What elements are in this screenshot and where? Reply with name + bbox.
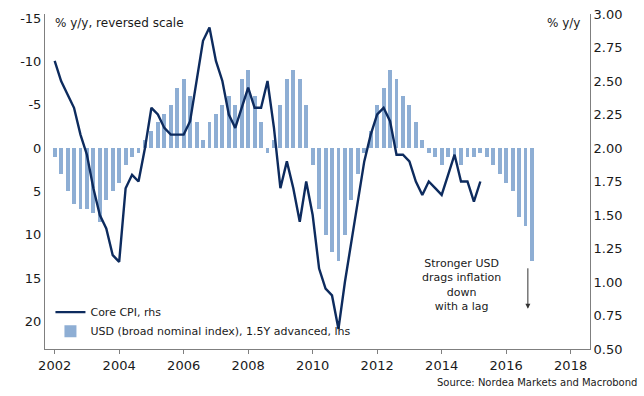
svg-text:0: 0 xyxy=(33,141,41,156)
svg-text:2.00: 2.00 xyxy=(594,141,623,156)
svg-text:2018: 2018 xyxy=(554,358,587,373)
svg-text:% y/y, reversed scale: % y/y, reversed scale xyxy=(55,16,184,30)
svg-text:1.50: 1.50 xyxy=(594,208,623,223)
svg-text:20: 20 xyxy=(25,314,42,329)
svg-text:0.50: 0.50 xyxy=(594,342,623,357)
svg-text:Core CPI, rhs: Core CPI, rhs xyxy=(90,306,161,319)
svg-text:2012: 2012 xyxy=(361,358,394,373)
svg-text:-5: -5 xyxy=(28,97,41,112)
svg-text:2004: 2004 xyxy=(103,358,136,373)
svg-text:10: 10 xyxy=(25,227,42,242)
svg-text:5: 5 xyxy=(33,184,41,199)
svg-text:1.00: 1.00 xyxy=(594,275,623,290)
svg-text:USD (broad nominal index), 1.5: USD (broad nominal index), 1.5Y advanced… xyxy=(90,325,350,338)
svg-text:-10: -10 xyxy=(20,54,41,69)
svg-text:1.75: 1.75 xyxy=(594,174,623,189)
svg-text:2010: 2010 xyxy=(296,358,329,373)
svg-text:-15: -15 xyxy=(20,11,41,26)
svg-text:Stronger USDdrags inflationdow: Stronger USDdrags inflationdownwith a la… xyxy=(422,257,501,313)
svg-text:2.75: 2.75 xyxy=(594,40,623,55)
svg-text:0.75: 0.75 xyxy=(594,308,623,323)
svg-text:15: 15 xyxy=(25,271,42,286)
svg-text:3.00: 3.00 xyxy=(594,7,623,22)
svg-text:2002: 2002 xyxy=(38,358,71,373)
svg-text:2008: 2008 xyxy=(232,358,265,373)
svg-text:2.25: 2.25 xyxy=(594,107,623,122)
svg-text:Source: Nordea Markets and Mac: Source: Nordea Markets and Macrobond xyxy=(437,377,637,388)
svg-text:2006: 2006 xyxy=(167,358,200,373)
svg-text:% y/y: % y/y xyxy=(547,16,580,30)
svg-text:2016: 2016 xyxy=(490,358,523,373)
svg-text:2.50: 2.50 xyxy=(594,74,623,89)
svg-text:1.25: 1.25 xyxy=(594,241,623,256)
svg-text:2014: 2014 xyxy=(425,358,458,373)
